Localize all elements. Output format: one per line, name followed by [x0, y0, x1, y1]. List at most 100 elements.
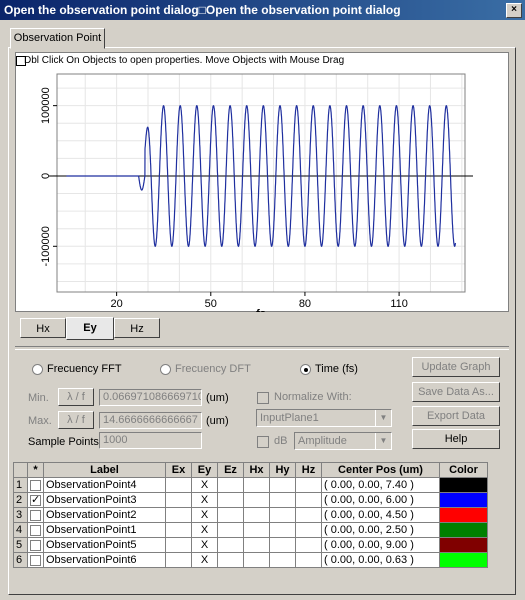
row-label[interactable]: ObservationPoint1 [43, 522, 166, 538]
row-label[interactable]: ObservationPoint4 [43, 477, 166, 493]
update-graph-button[interactable]: Update Graph [412, 357, 500, 377]
row-ey[interactable]: X [191, 477, 218, 493]
row-color-swatch[interactable] [439, 537, 488, 553]
col-header-label[interactable]: Label [43, 462, 166, 478]
row-color-swatch[interactable] [439, 492, 488, 508]
col-header-ez[interactable]: Ez [217, 462, 244, 478]
max-input[interactable]: 14.6666666666667 [99, 412, 202, 429]
row-color-swatch[interactable] [439, 507, 488, 523]
row-ex[interactable] [165, 477, 192, 493]
radio-frequency-fft[interactable]: Frecuency FFT [32, 363, 122, 375]
table-row[interactable]: 4 ObservationPoint1 X ( 0.00, 0.00, 2.50 ) [13, 522, 488, 538]
row-hx[interactable] [243, 492, 270, 508]
row-color-swatch[interactable] [439, 477, 488, 493]
row-hy[interactable] [269, 522, 296, 538]
subtab-hx[interactable]: Hx [20, 318, 66, 338]
subtab-ey[interactable]: Ey [66, 317, 114, 340]
graph-panel[interactable] [15, 52, 509, 312]
col-header-color[interactable]: Color [439, 462, 488, 478]
min-input[interactable]: 0.066971086669710 [99, 389, 202, 406]
row-hx[interactable] [243, 537, 270, 553]
table-row[interactable]: 2 ObservationPoint3 X ( 0.00, 0.00, 6.00 ) [13, 492, 488, 508]
row-ex[interactable] [165, 492, 192, 508]
row-checkbox-cell[interactable] [27, 522, 44, 538]
table-row[interactable]: 1 ObservationPoint4 X ( 0.00, 0.00, 7.40 ) [13, 477, 488, 493]
row-checkbox-cell[interactable] [27, 552, 44, 568]
row-hy[interactable] [269, 477, 296, 493]
row-checkbox[interactable] [30, 539, 41, 551]
row-ex[interactable] [165, 507, 192, 523]
row-checkbox-cell[interactable] [27, 537, 44, 553]
row-hz[interactable] [295, 522, 322, 538]
radio-time[interactable]: Time (fs) [300, 363, 358, 375]
row-ez[interactable] [217, 492, 244, 508]
row-color-swatch[interactable] [439, 552, 488, 568]
normalize-checkbox[interactable] [257, 392, 269, 404]
help-button[interactable]: Help [412, 429, 500, 449]
sample-points-input[interactable]: 1000 [99, 432, 202, 449]
row-hz[interactable] [295, 492, 322, 508]
row-ez[interactable] [217, 552, 244, 568]
row-label[interactable]: ObservationPoint5 [43, 537, 166, 553]
row-center-pos[interactable]: ( 0.00, 0.00, 9.00 ) [321, 537, 440, 553]
row-ex[interactable] [165, 537, 192, 553]
db-checkbox[interactable] [257, 436, 269, 448]
row-checkbox-cell[interactable] [27, 507, 44, 523]
row-ez[interactable] [217, 477, 244, 493]
tab-observation-point[interactable]: Observation Point [10, 28, 105, 49]
max-lambda-button[interactable]: λ / f [58, 411, 94, 429]
col-header-ey[interactable]: Ey [191, 462, 218, 478]
row-hy[interactable] [269, 537, 296, 553]
row-ey[interactable]: X [191, 552, 218, 568]
row-center-pos[interactable]: ( 0.00, 0.00, 2.50 ) [321, 522, 440, 538]
row-label[interactable]: ObservationPoint2 [43, 507, 166, 523]
table-row[interactable]: 5 ObservationPoint5 X ( 0.00, 0.00, 9.00 ) [13, 537, 488, 553]
row-hz[interactable] [295, 552, 322, 568]
row-ey[interactable]: X [191, 507, 218, 523]
time-chart[interactable]: 20 50 80 110 100000 0 -100000 fs [15, 52, 509, 312]
row-ey[interactable]: X [191, 492, 218, 508]
row-label[interactable]: ObservationPoint6 [43, 552, 166, 568]
row-hx[interactable] [243, 477, 270, 493]
row-hz[interactable] [295, 507, 322, 523]
col-header-center-pos[interactable]: Center Pos (um) [321, 462, 440, 478]
min-lambda-button[interactable]: λ / f [58, 388, 94, 406]
row-ey[interactable]: X [191, 522, 218, 538]
subtab-hz[interactable]: Hz [114, 318, 160, 338]
row-center-pos[interactable]: ( 0.00, 0.00, 0.63 ) [321, 552, 440, 568]
row-hy[interactable] [269, 552, 296, 568]
row-ez[interactable] [217, 537, 244, 553]
col-header-hy[interactable]: Hy [269, 462, 296, 478]
normalize-select[interactable]: InputPlane1 ▼ [256, 409, 392, 427]
row-ex[interactable] [165, 552, 192, 568]
row-checkbox[interactable] [30, 524, 41, 536]
col-header-hz[interactable]: Hz [295, 462, 322, 478]
table-row[interactable]: 6 ObservationPoint6 X ( 0.00, 0.00, 0.63 ) [13, 552, 488, 568]
row-ez[interactable] [217, 522, 244, 538]
row-checkbox[interactable] [30, 479, 41, 491]
row-hy[interactable] [269, 507, 296, 523]
row-hz[interactable] [295, 477, 322, 493]
col-header-ex[interactable]: Ex [165, 462, 192, 478]
row-checkbox[interactable] [30, 509, 41, 521]
row-hx[interactable] [243, 522, 270, 538]
window-title-bar[interactable]: Open the observation point dialog□Open t… [0, 0, 525, 20]
row-checkbox[interactable] [30, 554, 41, 566]
close-button[interactable]: × [506, 3, 522, 18]
row-hx[interactable] [243, 552, 270, 568]
row-hz[interactable] [295, 537, 322, 553]
row-checkbox-cell[interactable] [27, 492, 44, 508]
table-row[interactable]: 3 ObservationPoint2 X ( 0.00, 0.00, 4.50 ) [13, 507, 488, 523]
row-center-pos[interactable]: ( 0.00, 0.00, 4.50 ) [321, 507, 440, 523]
amplitude-select[interactable]: Amplitude ▼ [294, 432, 392, 450]
col-header-hx[interactable]: Hx [243, 462, 270, 478]
save-data-button[interactable]: Save Data As... [412, 382, 500, 402]
row-ex[interactable] [165, 522, 192, 538]
radio-frequency-dft[interactable]: Frecuency DFT [160, 363, 251, 375]
row-checkbox[interactable] [30, 493, 41, 506]
row-hy[interactable] [269, 492, 296, 508]
export-data-button[interactable]: Export Data [412, 406, 500, 426]
row-hx[interactable] [243, 507, 270, 523]
row-center-pos[interactable]: ( 0.00, 0.00, 6.00 ) [321, 492, 440, 508]
row-checkbox-cell[interactable] [27, 477, 44, 493]
